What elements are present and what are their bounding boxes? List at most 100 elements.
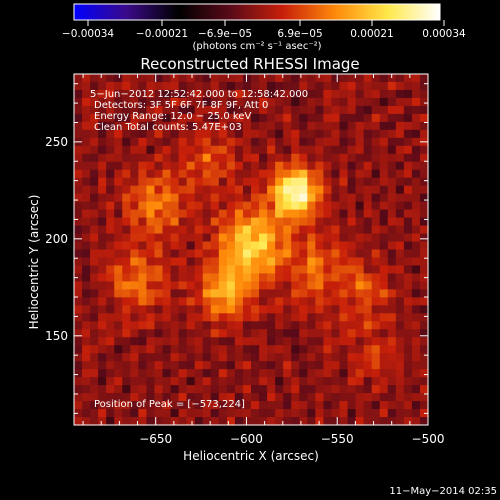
heatmap-cell (170, 97, 180, 107)
heatmap-cell (395, 233, 405, 243)
heatmap-cell (363, 297, 373, 306)
heatmap-cell (210, 225, 220, 235)
heatmap-cell (363, 305, 373, 314)
heatmap-cell (419, 169, 429, 179)
heatmap-cell (395, 105, 405, 115)
heatmap-cell (146, 281, 156, 290)
heatmap-cell (283, 201, 292, 211)
heatmap-cell (218, 385, 228, 394)
heatmap-cell (259, 89, 268, 99)
heatmap-cell (186, 409, 196, 418)
heatmap-cell (275, 121, 284, 131)
heatmap-cell (154, 129, 164, 139)
heatmap-cell (218, 169, 228, 179)
heatmap-cell (74, 257, 83, 267)
heatmap-cell (138, 81, 148, 91)
heatmap-cell (122, 297, 131, 306)
heatmap-cell (387, 81, 397, 91)
heatmap-cell (90, 201, 99, 211)
heatmap-cell (339, 145, 349, 155)
heatmap-cell (234, 313, 244, 322)
x-tick-label: −600 (230, 432, 263, 446)
heatmap-cell (106, 74, 115, 83)
heatmap-cell (202, 353, 212, 362)
heatmap-cell (339, 289, 349, 298)
heatmap-cell (347, 281, 357, 290)
heatmap-cell (162, 377, 172, 386)
heatmap-cell (299, 257, 308, 267)
heatmap-cell (202, 385, 212, 394)
heatmap-cell (251, 193, 260, 203)
heatmap-cell (98, 273, 107, 283)
heatmap-cell (251, 281, 260, 290)
heatmap-cell (218, 417, 228, 426)
heatmap-cell (130, 145, 139, 155)
heatmap-cell (395, 137, 405, 147)
heatmap-cell (122, 409, 131, 418)
heatmap-cell (387, 169, 397, 179)
heatmap-cell (323, 169, 333, 179)
heatmap-cell (419, 121, 429, 131)
heatmap-cell (218, 369, 228, 378)
heatmap-cell (339, 193, 349, 203)
heatmap-cell (283, 401, 292, 410)
heatmap-cell (114, 89, 123, 99)
heatmap-cell (226, 281, 236, 290)
heatmap-cell (186, 337, 196, 346)
heatmap-cell (106, 345, 115, 354)
heatmap-cell (267, 209, 276, 219)
heatmap-cell (275, 201, 284, 211)
heatmap-cell (154, 177, 164, 187)
heatmap-cell (106, 417, 115, 426)
heatmap-cell (114, 313, 123, 322)
heatmap-cell (363, 313, 373, 322)
heatmap-cell (154, 329, 164, 338)
heatmap-cell (323, 401, 333, 410)
heatmap-cell (259, 385, 268, 394)
heatmap-cell (162, 385, 172, 394)
heatmap-cell (323, 377, 333, 386)
heatmap-cell (283, 265, 292, 275)
heatmap-cell (339, 409, 349, 418)
heatmap-cell (146, 393, 156, 402)
heatmap-cell (411, 313, 421, 322)
heatmap-cell (403, 161, 413, 171)
heatmap-cell (411, 241, 421, 251)
heatmap-cell (234, 297, 244, 306)
heatmap-cell (307, 225, 316, 235)
heatmap-cell (90, 305, 99, 314)
heatmap-cell (146, 105, 156, 115)
heatmap-cell (259, 185, 268, 195)
heatmap-cell (371, 209, 381, 219)
heatmap-cell (387, 377, 397, 386)
heatmap-cell (403, 169, 413, 179)
heatmap-cell (331, 241, 341, 251)
heatmap-cell (379, 417, 389, 426)
heatmap-cell (291, 201, 300, 211)
heatmap-cell (154, 337, 164, 346)
heatmap-cell (307, 177, 316, 187)
heatmap-cell (251, 321, 260, 330)
heatmap-cell (395, 345, 405, 354)
heatmap-cell (323, 321, 333, 330)
heatmap-cell (371, 225, 381, 235)
heatmap-cell (186, 393, 196, 402)
heatmap-cell (82, 121, 91, 131)
heatmap-cell (226, 249, 236, 259)
heatmap-cell (267, 145, 276, 155)
heatmap-cell (186, 361, 196, 370)
heatmap-cell (259, 113, 268, 123)
colorbar (73, 3, 441, 21)
heatmap-cell (371, 313, 381, 322)
heatmap-cell (315, 273, 325, 283)
heatmap-cell (122, 249, 131, 259)
heatmap-cell (267, 409, 276, 418)
heatmap-cell (114, 113, 123, 123)
heatmap-cell (202, 297, 212, 306)
peak-position-label: Position of Peak = [−573,224] (94, 399, 245, 410)
heatmap-cell (283, 377, 292, 386)
heatmap-cell (275, 74, 284, 83)
heatmap-cell (90, 177, 99, 187)
heatmap-cell (403, 121, 413, 131)
heatmap-cell (146, 161, 156, 171)
